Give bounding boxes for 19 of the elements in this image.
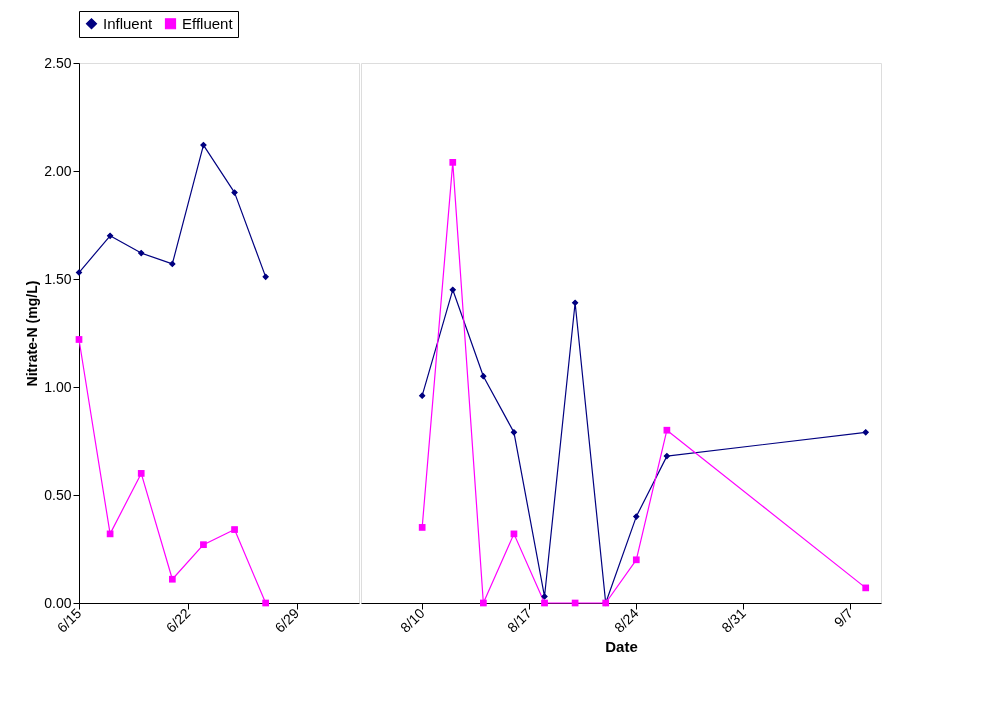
y-tick-label: 2.00	[44, 162, 72, 179]
y-axis-title: Nitrate-N (mg/L)	[24, 280, 41, 387]
point	[231, 526, 238, 533]
y-tick-label: 0.00	[44, 594, 72, 611]
y-tick-label: 0.50	[44, 486, 72, 503]
y-tick-label: 2.50	[44, 54, 72, 71]
point	[231, 189, 238, 196]
legend-label: Influent	[103, 14, 154, 32]
point	[541, 593, 548, 600]
x-tick-label: 8/31	[718, 604, 749, 636]
y-tick-label: 1.00	[44, 378, 72, 395]
x-axis-title: Date	[605, 637, 638, 655]
x-tick-label: 6/29	[271, 604, 303, 636]
x-tick-label: 9/7	[830, 604, 857, 631]
y-tick-label: 1.50	[44, 270, 72, 287]
x-tick-label: 8/10	[397, 604, 428, 636]
x-tick-label: 6/22	[162, 604, 194, 636]
legend-label: Effluent	[182, 14, 234, 32]
x-tick-label: 8/24	[611, 604, 642, 636]
